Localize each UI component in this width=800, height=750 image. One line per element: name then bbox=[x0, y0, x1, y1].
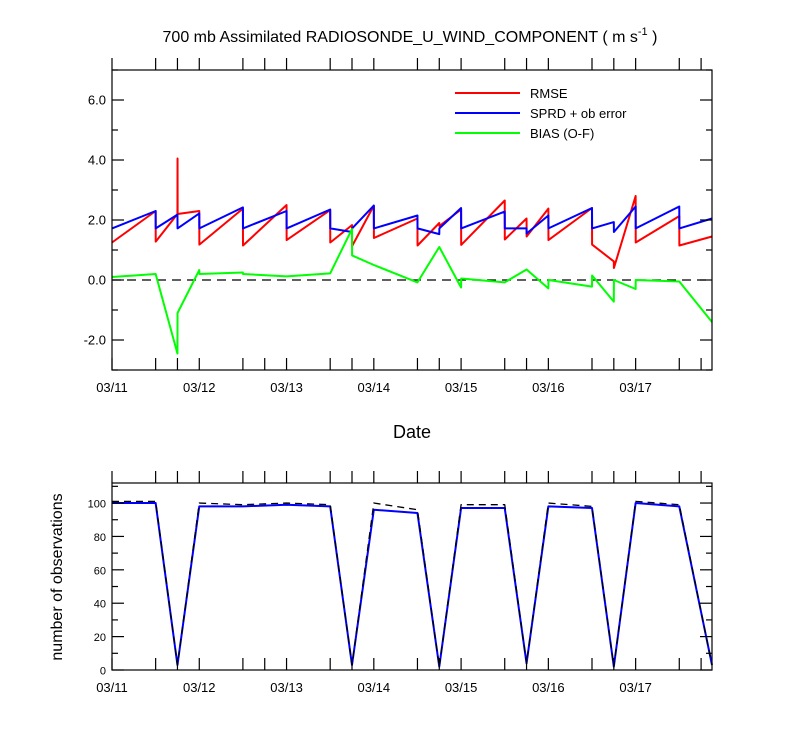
y-axis-label-observations: number of observations bbox=[49, 493, 66, 660]
y-tick-label: 80 bbox=[94, 532, 106, 544]
bottom-plot-frame bbox=[111, 482, 713, 671]
chart-title-end: ) bbox=[648, 29, 658, 46]
x-tick-label: 03/14 bbox=[358, 680, 391, 695]
series-line-rmse bbox=[111, 157, 713, 269]
series-line-assim bbox=[112, 502, 713, 668]
x-tick-label: 03/17 bbox=[619, 680, 652, 695]
x-tick-label: 03/11 bbox=[96, 380, 128, 395]
x-tick-label: 03/16 bbox=[532, 380, 565, 395]
legend-label-bias: BIAS (O-F) bbox=[530, 126, 594, 141]
legend: RMSE SPRD + ob error BIAS (O-F) bbox=[455, 86, 627, 141]
y-tick-label: 20 bbox=[94, 632, 106, 644]
x-tick-label: 03/11 bbox=[96, 680, 128, 695]
y-tick-label: 0 bbox=[100, 666, 106, 678]
y-tick-label: 4.0 bbox=[88, 153, 106, 168]
x-tick-label: 03/17 bbox=[619, 380, 652, 395]
top-chart-panel: 03/11 03/12 03/13 03/14 03/15 03/16 03/17 -2.0 0… bbox=[84, 58, 713, 395]
y-tick-label: 6.0 bbox=[88, 93, 106, 108]
series-line-total bbox=[112, 500, 713, 668]
y-tick-label: 40 bbox=[94, 599, 106, 611]
series-line-bias bbox=[111, 228, 713, 355]
x-tick-label: 03/16 bbox=[532, 680, 565, 695]
x-tick-label: 03/15 bbox=[445, 380, 478, 395]
x-tick-label: 03/14 bbox=[358, 380, 391, 395]
x-tick-label: 03/12 bbox=[183, 680, 216, 695]
y-tick-label: 2.0 bbox=[88, 213, 106, 228]
legend-label-sprd: SPRD + ob error bbox=[530, 106, 627, 121]
series-line-sprd bbox=[111, 204, 713, 236]
x-axis-label: Date bbox=[393, 422, 431, 442]
y-tick-label: 60 bbox=[94, 565, 106, 577]
legend-label-rmse: RMSE bbox=[530, 86, 568, 101]
y-tick-label: 0.0 bbox=[88, 273, 106, 288]
chart-title: 700 mb Assimilated RADIOSONDE_U_WIND_COM… bbox=[163, 26, 658, 46]
y-tick-label: 100 bbox=[88, 499, 106, 511]
x-tick-label: 03/12 bbox=[183, 380, 216, 395]
x-tick-label: 03/15 bbox=[445, 680, 478, 695]
observations-chart-panel: 03/11 03/12 03/13 03/14 03/15 03/16 03/17 0 20 40… bbox=[88, 471, 713, 695]
x-tick-label: 03/13 bbox=[270, 680, 303, 695]
chart-title-superscript: -1 bbox=[638, 26, 648, 38]
x-tick-label: 03/13 bbox=[270, 380, 303, 395]
chart-title-main: 700 mb Assimilated RADIOSONDE_U_WIND_COM… bbox=[163, 29, 638, 46]
y-tick-label: -2.0 bbox=[84, 333, 106, 348]
